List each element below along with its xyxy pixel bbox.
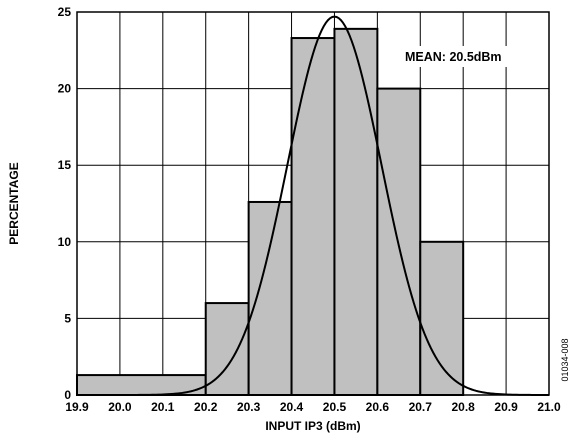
- x-tick-labels: 19.9 20.0 20.1 20.2 20.3 20.4 20.5 20.6 20.7 20.8…: [65, 400, 561, 414]
- histogram-bar: [247, 200, 293, 396]
- histogram-bar: [333, 27, 379, 397]
- x-tick-label: 20.7: [409, 400, 433, 414]
- y-tick-label: 0: [64, 388, 71, 402]
- figure-code: 01034-008: [560, 338, 570, 381]
- x-tick-label: 20.9: [494, 400, 518, 414]
- x-tick-label: 20.5: [323, 400, 347, 414]
- x-tick-label: 21.0: [537, 400, 561, 414]
- y-axis-title: PERCENTAGE: [7, 162, 21, 244]
- x-axis-title: INPUT IP3 (dBm): [265, 419, 360, 433]
- mean-annotation: MEAN: 20.5dBm: [405, 50, 502, 64]
- plot-frame: [76, 11, 550, 396]
- x-tick-label: 20.2: [194, 400, 218, 414]
- y-tick-labels: 0 5 10 15 20 25: [58, 5, 72, 402]
- histogram-bar: [419, 240, 465, 396]
- y-tick-label: 5: [64, 311, 71, 325]
- x-tick-label: 19.9: [65, 400, 89, 414]
- y-tick-label: 25: [58, 5, 72, 19]
- x-tick-label: 20.4: [280, 400, 304, 414]
- x-tick-label: 20.1: [151, 400, 175, 414]
- y-tick-label: 20: [58, 82, 72, 96]
- x-tick-label: 20.3: [237, 400, 261, 414]
- x-tick-label: 20.6: [366, 400, 390, 414]
- mean-annotation-box: [398, 46, 534, 67]
- x-tick-label: 20.8: [452, 400, 476, 414]
- x-tick-label: 20.0: [108, 400, 132, 414]
- y-tick-label: 15: [58, 158, 72, 172]
- y-tick-label: 10: [58, 235, 72, 249]
- histogram-bar: [290, 37, 336, 396]
- bars: [76, 27, 465, 397]
